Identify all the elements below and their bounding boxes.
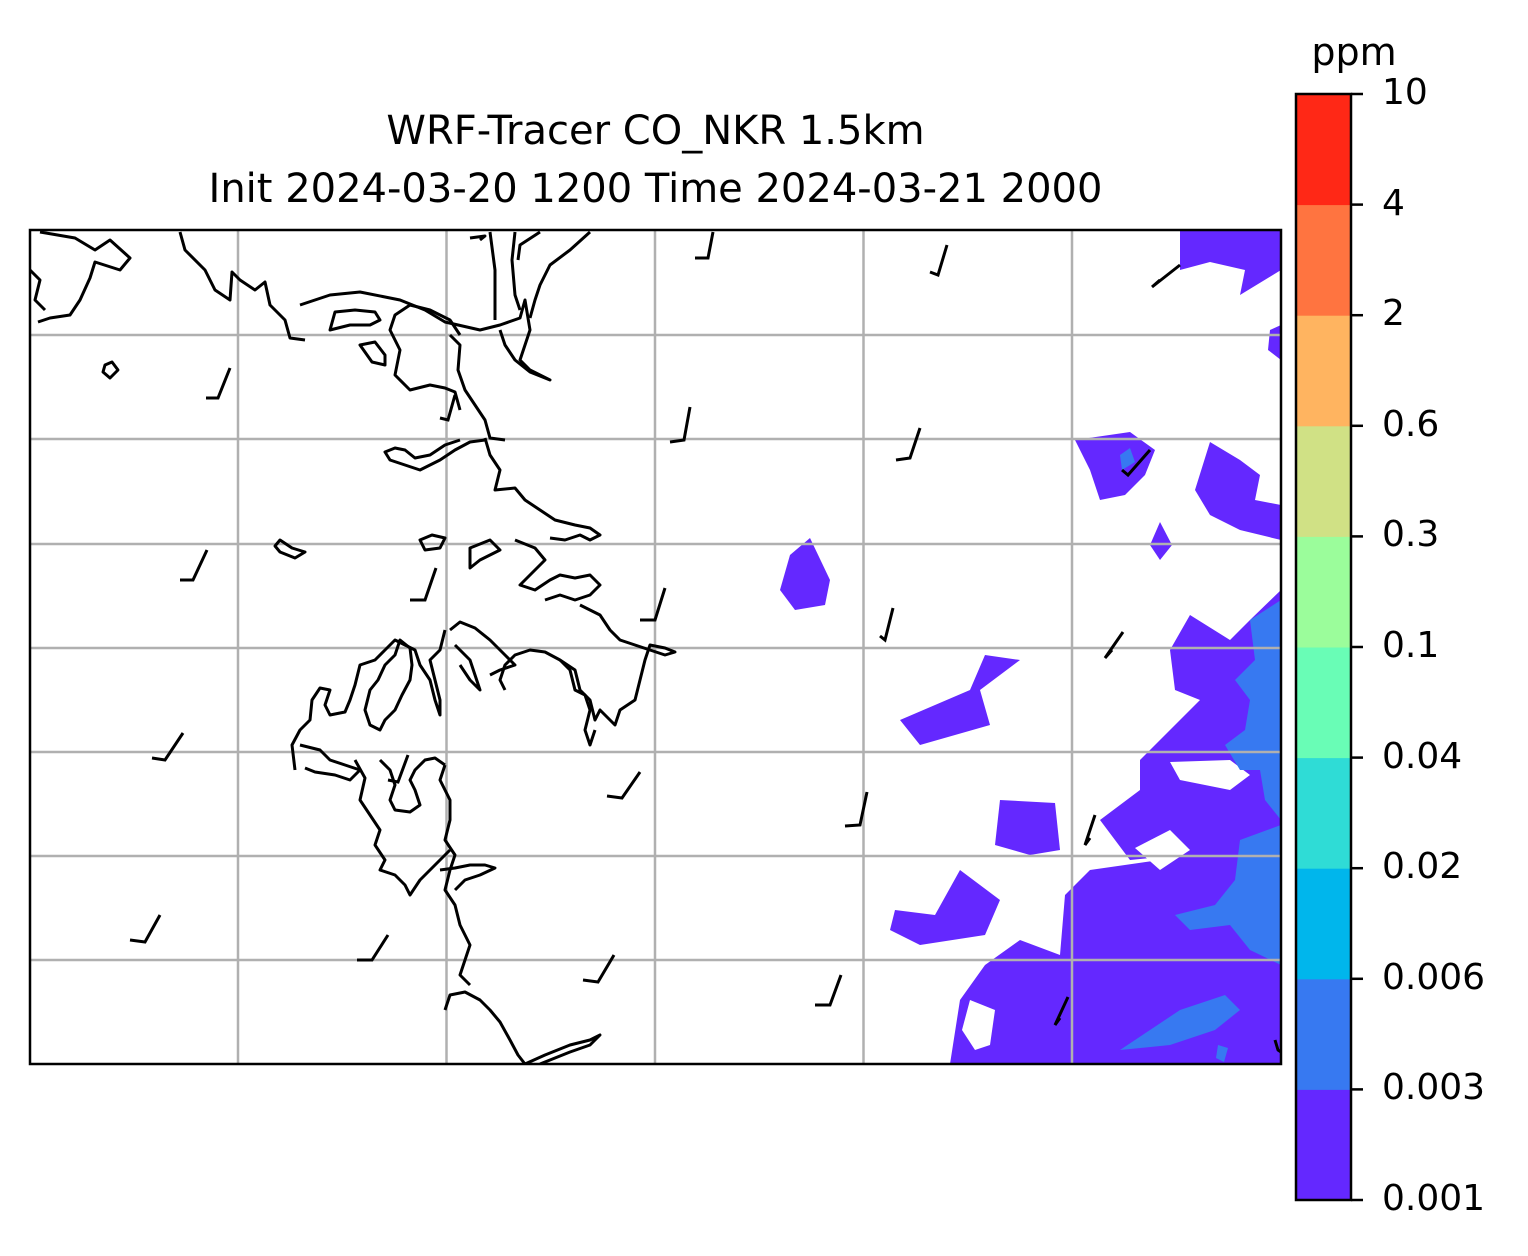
colorbar-tick-label: 0.003 — [1382, 1067, 1486, 1109]
colorbar-tick-label: 0.04 — [1382, 735, 1463, 777]
colorbar-tick-label: 0.02 — [1382, 846, 1463, 888]
colorbar-unit-label: ppm — [1311, 30, 1397, 74]
colorbar-segment — [1296, 1089, 1351, 1201]
colorbar-tick-label: 2 — [1382, 293, 1405, 335]
colorbar-tick-label: 0.006 — [1382, 956, 1486, 998]
colorbar-tick-label: 0.3 — [1382, 514, 1440, 556]
colorbar-segment — [1296, 536, 1351, 648]
colorbar-segment — [1296, 315, 1351, 427]
colorbar-segment — [1296, 647, 1351, 759]
colorbar-frame — [1294, 92, 1353, 1202]
map-gridlines — [30, 230, 1281, 1064]
wind-barbs — [129, 231, 1181, 1026]
tracer-contour-mid — [1120, 448, 1281, 1062]
colorbar-segment — [1296, 868, 1351, 980]
chart-title: WRF-Tracer CO_NKR 1.5km — [386, 108, 925, 154]
colorbar-segment — [1296, 425, 1351, 537]
map-frame — [28, 228, 1283, 1066]
colorbar-tick-label: 4 — [1382, 182, 1405, 224]
colorbar-segment — [1296, 94, 1351, 206]
colorbar-tick-label: 0.001 — [1382, 1178, 1486, 1219]
colorbar-tick-label: 0.6 — [1382, 403, 1440, 445]
colorbar-segment — [1296, 978, 1351, 1090]
colorbar-segment — [1296, 757, 1351, 869]
colorbar-segment — [1296, 204, 1351, 316]
coastlines — [30, 230, 1281, 1064]
tracer-contour-gaps — [962, 760, 1250, 1050]
colorbar-tick-label: 10 — [1382, 72, 1428, 113]
chart-subtitle: Init 2024-03-20 1200 Time 2024-03-21 200… — [208, 166, 1103, 212]
colorbar-tick-label: 0.1 — [1382, 625, 1440, 666]
